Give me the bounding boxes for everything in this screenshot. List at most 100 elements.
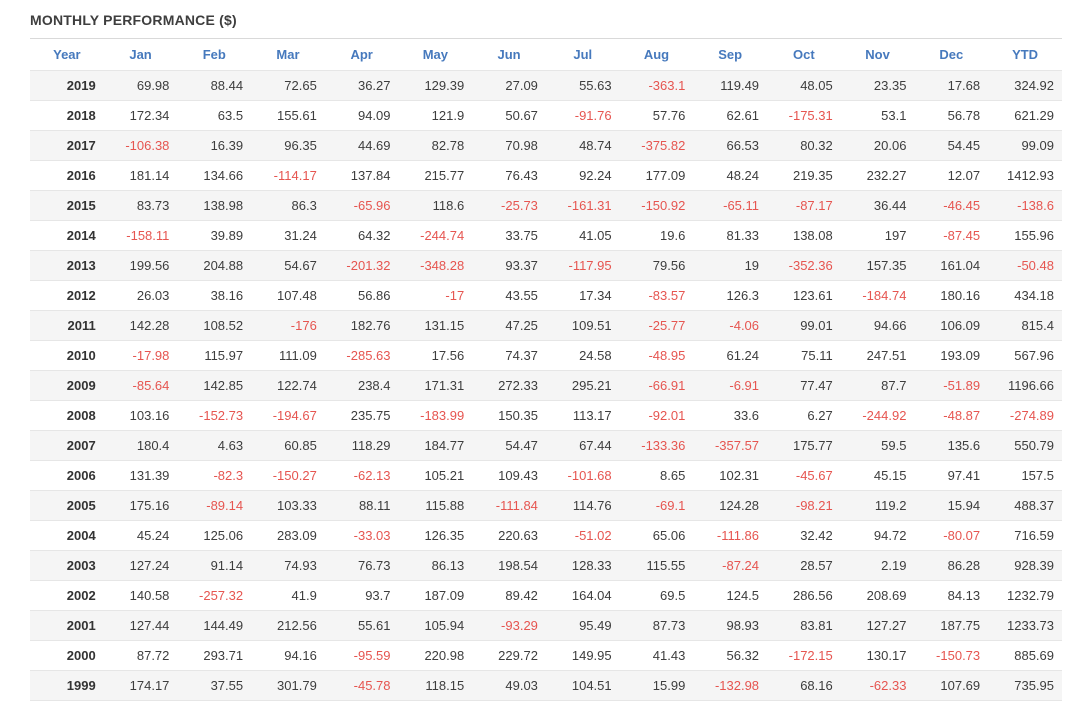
- value-cell: -66.91: [619, 370, 694, 401]
- value-cell: 180.4: [103, 430, 178, 461]
- value-cell: 24.58: [545, 340, 620, 371]
- value-cell: 142.28: [103, 310, 178, 341]
- value-cell: -51.89: [914, 370, 989, 401]
- value-cell: 193.09: [914, 340, 989, 371]
- value-cell: -111.84: [472, 490, 546, 521]
- value-cell: 488.37: [988, 490, 1062, 521]
- value-cell: 135.6: [914, 430, 989, 461]
- value-cell: 23.35: [840, 70, 915, 101]
- value-cell: 96.35: [251, 130, 325, 161]
- value-cell: 94.09: [324, 100, 399, 131]
- table-row: 2001 127.44 144.49 212.56 55.61 105.94 -93.29 9…: [30, 610, 1062, 641]
- value-cell: -87.45: [914, 220, 989, 251]
- value-cell: 54.47: [472, 430, 546, 461]
- value-cell: 84.13: [914, 580, 989, 611]
- value-cell: 69.98: [103, 70, 178, 101]
- table-header: Year Jan Feb Mar Apr May Jun Jul Aug Sep Oct Nov Dec…: [30, 39, 1062, 71]
- table-row: 2000 87.72 293.71 94.16 -95.59 220.98 229.72 14…: [30, 640, 1062, 671]
- value-cell: 175.16: [103, 490, 178, 521]
- value-cell: 238.4: [324, 370, 399, 401]
- value-cell: 75.11: [767, 340, 841, 371]
- value-cell: -175.31: [767, 100, 841, 131]
- value-cell: 16.39: [177, 130, 252, 161]
- table-row: 2012 26.03 38.16 107.48 56.86 -17 43.55 17.34 -8…: [30, 280, 1062, 311]
- value-cell: 4.63: [177, 430, 252, 461]
- value-cell: 106.09: [914, 310, 989, 341]
- value-cell: 182.76: [324, 310, 399, 341]
- value-cell: 180.16: [914, 280, 989, 311]
- value-cell: 177.09: [619, 160, 694, 191]
- value-cell: 41.43: [619, 640, 694, 671]
- value-cell: 181.14: [103, 160, 178, 191]
- table-row: 2015 83.73 138.98 86.3 -65.96 118.6 -25.73 -161…: [30, 190, 1062, 221]
- value-cell: 54.67: [251, 250, 325, 281]
- value-cell: -357.57: [693, 430, 768, 461]
- value-cell: 124.28: [693, 490, 768, 521]
- value-cell: 928.39: [988, 550, 1062, 581]
- value-cell: 131.39: [103, 460, 178, 491]
- year-cell: 2019: [30, 70, 104, 101]
- value-cell: 37.55: [177, 670, 252, 701]
- value-cell: 155.61: [251, 100, 325, 131]
- value-cell: 138.08: [767, 220, 841, 251]
- value-cell: -92.01: [619, 400, 694, 431]
- value-cell: 113.17: [545, 400, 620, 431]
- value-cell: 115.55: [619, 550, 694, 581]
- value-cell: 26.03: [103, 280, 178, 311]
- value-cell: 54.45: [914, 130, 989, 161]
- value-cell: 8.65: [619, 460, 694, 491]
- column-header-jul: Jul: [545, 39, 620, 71]
- value-cell: 47.25: [472, 310, 546, 341]
- value-cell: -89.14: [177, 490, 252, 521]
- value-cell: 232.27: [840, 160, 915, 191]
- value-cell: -80.07: [914, 520, 989, 551]
- column-header-jun: Jun: [472, 39, 546, 71]
- value-cell: 215.77: [398, 160, 473, 191]
- value-cell: 121.9: [398, 100, 473, 131]
- value-cell: -106.38: [103, 130, 178, 161]
- value-cell: 56.78: [914, 100, 989, 131]
- value-cell: 293.71: [177, 640, 252, 671]
- value-cell: 118.29: [324, 430, 399, 461]
- column-header-sep: Sep: [693, 39, 768, 71]
- value-cell: 735.95: [988, 670, 1062, 701]
- value-cell: 64.32: [324, 220, 399, 251]
- value-cell: 99.09: [988, 130, 1062, 161]
- value-cell: -93.29: [472, 610, 546, 641]
- value-cell: 33.6: [693, 400, 768, 431]
- value-cell: 62.61: [693, 100, 768, 131]
- value-cell: -348.28: [398, 250, 473, 281]
- year-cell: 2016: [30, 160, 104, 191]
- value-cell: 86.28: [914, 550, 989, 581]
- value-cell: 94.16: [251, 640, 325, 671]
- value-cell: 55.61: [324, 610, 399, 641]
- value-cell: -150.73: [914, 640, 989, 671]
- value-cell: 91.14: [177, 550, 252, 581]
- value-cell: -257.32: [177, 580, 252, 611]
- value-cell: 74.37: [472, 340, 546, 371]
- value-cell: 45.24: [103, 520, 178, 551]
- value-cell: 155.96: [988, 220, 1062, 251]
- value-cell: 108.52: [177, 310, 252, 341]
- value-cell: 72.65: [251, 70, 325, 101]
- value-cell: -285.63: [324, 340, 399, 371]
- value-cell: -48.87: [914, 400, 989, 431]
- value-cell: -352.36: [767, 250, 841, 281]
- value-cell: 283.09: [251, 520, 325, 551]
- value-cell: 31.24: [251, 220, 325, 251]
- monthly-performance-table: Year Jan Feb Mar Apr May Jun Jul Aug Sep Oct Nov Dec…: [30, 39, 1062, 701]
- value-cell: 53.1: [840, 100, 915, 131]
- value-cell: 103.33: [251, 490, 325, 521]
- value-cell: 122.74: [251, 370, 325, 401]
- column-header-apr: Apr: [324, 39, 399, 71]
- value-cell: 119.49: [693, 70, 768, 101]
- value-cell: -25.77: [619, 310, 694, 341]
- value-cell: 103.16: [103, 400, 178, 431]
- value-cell: -65.96: [324, 190, 399, 221]
- value-cell: -45.78: [324, 670, 399, 701]
- value-cell: 286.56: [767, 580, 841, 611]
- column-header-aug: Aug: [619, 39, 694, 71]
- value-cell: 172.34: [103, 100, 178, 131]
- value-cell: 187.09: [398, 580, 473, 611]
- value-cell: 74.93: [251, 550, 325, 581]
